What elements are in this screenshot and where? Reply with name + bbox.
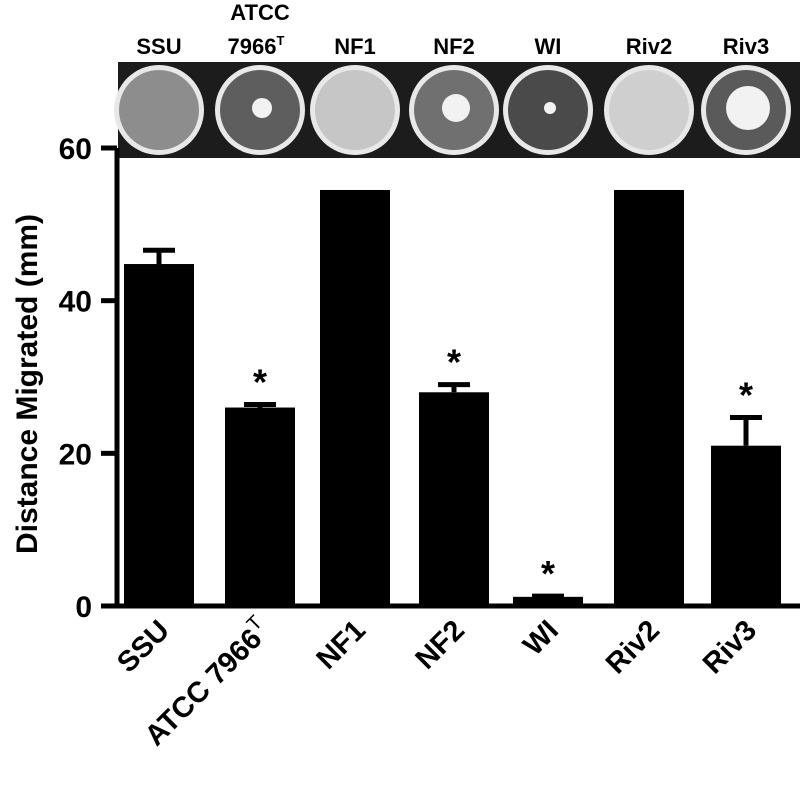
plate-label: NF2 [433, 34, 475, 59]
x-tick-label: NF1 [311, 614, 372, 675]
plate-image [503, 65, 593, 155]
plate-label: SSU [136, 34, 181, 59]
x-tick-label: Riv3 [697, 614, 763, 680]
bar [124, 264, 194, 606]
plate-image [114, 65, 204, 155]
y-axis-label: Distance Migrated (mm) [11, 214, 44, 554]
y-tick-label: 40 [59, 286, 92, 319]
x-tick-label: NF2 [410, 614, 471, 675]
significance-star: * [447, 342, 461, 383]
bar [513, 596, 583, 606]
y-tick-label: 0 [75, 591, 92, 624]
plate-agar [609, 70, 689, 150]
bar [320, 189, 390, 606]
colony-spot [252, 98, 272, 118]
y-tick-label: 20 [59, 438, 92, 471]
plate-label: Riv2 [626, 34, 672, 59]
plate-label: NF1 [334, 34, 376, 59]
significance-star: * [541, 553, 555, 594]
plate-label: WI [535, 34, 562, 59]
plate-image [604, 65, 694, 155]
colony-spot [442, 94, 470, 122]
colony-spot [726, 86, 770, 130]
bar [225, 407, 295, 606]
bar [711, 445, 781, 606]
significance-star: * [739, 374, 753, 415]
plate-image [409, 65, 499, 155]
x-tick-label: SSU [111, 614, 176, 679]
plate-labels: SSU ATCC 7966T NF1 NF2 WI Riv2 Riv3 [136, 0, 769, 59]
y-axis: 0 20 40 60 [59, 133, 120, 624]
x-tick-superscript: T [243, 611, 267, 635]
plate-label: ATCC 7966T [228, 0, 290, 59]
colony-spot [544, 102, 556, 114]
bar [614, 189, 684, 606]
bars: * * * * [124, 189, 781, 606]
plate-image [310, 65, 400, 155]
plate-photo-strip [114, 62, 800, 158]
plate-agar [315, 70, 395, 150]
y-tick-label: 60 [59, 133, 92, 166]
plate-label: Riv3 [723, 34, 769, 59]
bar [419, 392, 489, 606]
x-tick-label: Riv2 [600, 614, 666, 680]
significance-star: * [253, 361, 267, 402]
plate-image [215, 65, 305, 155]
x-tick-label: WI [517, 614, 565, 662]
plate-agar [119, 70, 199, 150]
plate-image [701, 65, 791, 155]
